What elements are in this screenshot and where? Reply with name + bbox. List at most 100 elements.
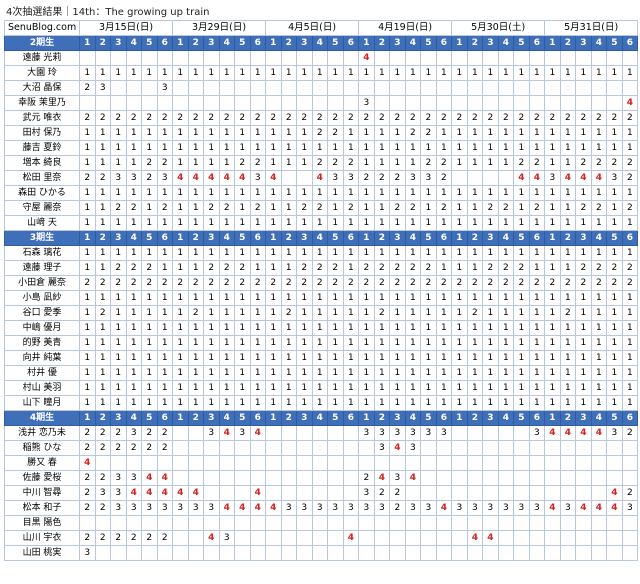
- result-cell: 2: [110, 440, 127, 456]
- result-cell: [311, 530, 329, 546]
- part-number: 3: [482, 230, 499, 246]
- result-cell: 4: [528, 170, 546, 186]
- result-cell: 1: [141, 245, 158, 261]
- result-cell: [575, 515, 592, 531]
- result-cell: 1: [559, 320, 577, 336]
- part-number: 4: [590, 35, 608, 51]
- result-cell: [528, 470, 546, 486]
- result-cell: 1: [218, 245, 235, 261]
- result-cell: 4: [590, 170, 608, 186]
- result-cell: 1: [110, 290, 127, 306]
- member-name: 守屋 麗奈: [4, 200, 80, 216]
- result-cell: 1: [482, 365, 499, 381]
- result-cell: 1: [327, 380, 344, 396]
- result-cell: 2: [404, 275, 422, 291]
- part-number: 6: [156, 230, 174, 246]
- result-cell: [172, 455, 189, 471]
- result-cell: 2: [110, 275, 127, 291]
- part-number: 2: [466, 35, 484, 51]
- result-cell: 1: [218, 155, 235, 171]
- result-cell: 1: [280, 200, 298, 216]
- result-cell: [606, 95, 623, 111]
- result-cell: [172, 530, 189, 546]
- result-cell: [187, 95, 204, 111]
- part-number: 2: [280, 230, 298, 246]
- result-cell: [497, 530, 515, 546]
- result-cell: 1: [528, 185, 546, 201]
- result-cell: [466, 515, 484, 531]
- result-cell: [420, 455, 437, 471]
- result-cell: 1: [373, 350, 391, 366]
- result-cell: 1: [156, 65, 174, 81]
- result-cell: 1: [218, 125, 235, 141]
- result-cell: [94, 50, 111, 66]
- result-cell: 1: [311, 335, 329, 351]
- result-cell: 1: [172, 320, 189, 336]
- result-cell: 2: [342, 200, 360, 216]
- result-cell: 1: [342, 245, 360, 261]
- result-cell: 2: [203, 275, 220, 291]
- result-cell: [327, 545, 344, 561]
- result-cell: 1: [342, 305, 360, 321]
- result-cell: 1: [358, 215, 375, 231]
- part-number: 5: [606, 410, 623, 426]
- result-cell: 1: [575, 380, 592, 396]
- result-cell: [296, 80, 313, 96]
- result-cell: 3: [327, 170, 344, 186]
- result-cell: 1: [296, 245, 313, 261]
- result-cell: 2: [606, 260, 623, 276]
- member-name: 武元 唯衣: [4, 110, 80, 126]
- result-cell: 2: [575, 200, 592, 216]
- result-cell: 1: [404, 380, 422, 396]
- result-cell: 1: [559, 365, 577, 381]
- part-number: 4: [311, 35, 329, 51]
- result-cell: 1: [358, 365, 375, 381]
- result-cell: [559, 455, 577, 471]
- result-cell: 2: [373, 485, 391, 501]
- result-cell: 4: [342, 530, 360, 546]
- result-cell: 1: [451, 140, 468, 156]
- result-cell: 1: [590, 215, 608, 231]
- result-cell: 1: [420, 185, 437, 201]
- result-cell: 1: [265, 140, 282, 156]
- part-number: 6: [621, 230, 639, 246]
- result-cell: [187, 530, 204, 546]
- result-cell: [389, 95, 406, 111]
- result-cell: 4: [234, 500, 251, 516]
- result-cell: 3: [110, 485, 127, 501]
- result-cell: [404, 485, 422, 501]
- result-cell: [621, 515, 639, 531]
- result-cell: 1: [575, 65, 592, 81]
- result-cell: 1: [327, 65, 344, 81]
- result-cell: 2: [466, 305, 484, 321]
- result-cell: [497, 440, 515, 456]
- result-cell: 1: [497, 215, 515, 231]
- result-cell: 1: [544, 185, 561, 201]
- result-cell: 1: [342, 65, 360, 81]
- result-cell: [218, 485, 235, 501]
- part-number: 5: [513, 35, 530, 51]
- result-cell: [296, 485, 313, 501]
- result-cell: 2: [544, 275, 561, 291]
- date-header-row: SenuBlog.com 3月15日(日) 3月29日(日) 4月5日(日) 4月19日…: [4, 20, 639, 36]
- result-cell: 2: [404, 260, 422, 276]
- result-cell: 1: [497, 155, 515, 171]
- result-cell: 1: [559, 395, 577, 411]
- result-cell: 1: [466, 65, 484, 81]
- result-cell: 1: [156, 335, 174, 351]
- result-cell: 2: [265, 110, 282, 126]
- result-cell: [420, 440, 437, 456]
- result-cell: 3: [358, 500, 375, 516]
- result-cell: [141, 95, 158, 111]
- result-cell: 1: [156, 395, 174, 411]
- result-cell: [172, 50, 189, 66]
- member-name: 松田 里奈: [4, 170, 80, 186]
- result-cell: [575, 80, 592, 96]
- result-cell: [606, 470, 623, 486]
- result-cell: [435, 95, 453, 111]
- part-number: 4: [218, 410, 235, 426]
- result-cell: 1: [311, 350, 329, 366]
- part-number: 4: [218, 230, 235, 246]
- part-number: 2: [466, 410, 484, 426]
- result-cell: 1: [94, 155, 111, 171]
